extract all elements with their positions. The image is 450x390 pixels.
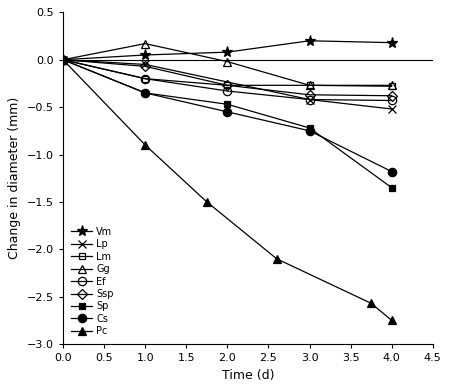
Y-axis label: Change in diameter (mm): Change in diameter (mm)	[9, 97, 21, 259]
Legend: Vm, Lp, Lm, Gg, Ef, Ssp, Sp, Cs, Pc: Vm, Lp, Lm, Gg, Ef, Ssp, Sp, Cs, Pc	[68, 224, 117, 339]
X-axis label: Time (d): Time (d)	[222, 369, 274, 382]
